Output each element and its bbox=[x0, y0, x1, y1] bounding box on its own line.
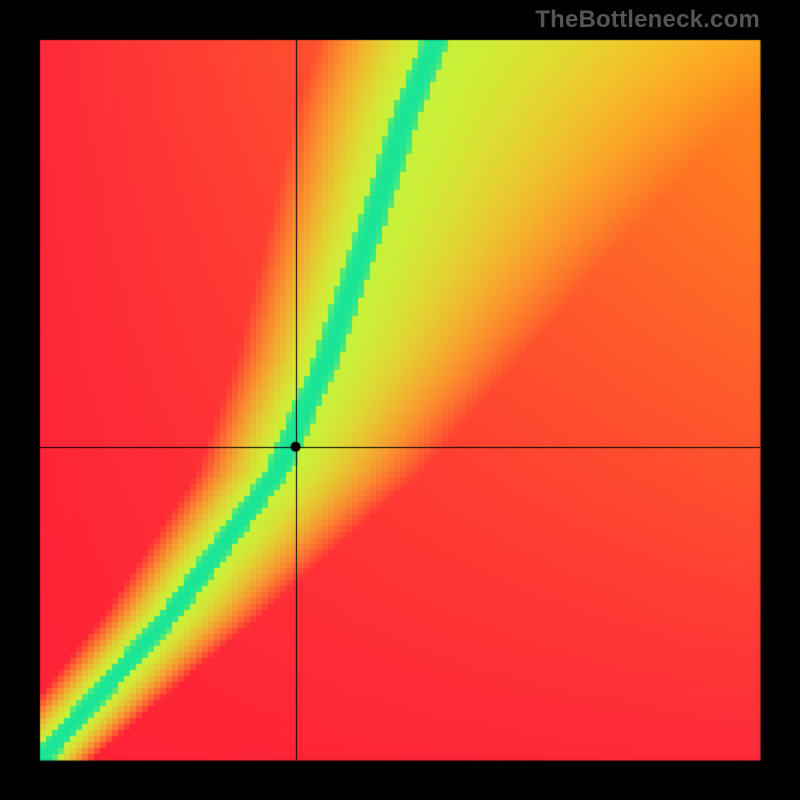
chart-container: TheBottleneck.com bbox=[0, 0, 800, 800]
watermark-text: TheBottleneck.com bbox=[535, 6, 760, 34]
bottleneck-heatmap bbox=[0, 0, 800, 800]
